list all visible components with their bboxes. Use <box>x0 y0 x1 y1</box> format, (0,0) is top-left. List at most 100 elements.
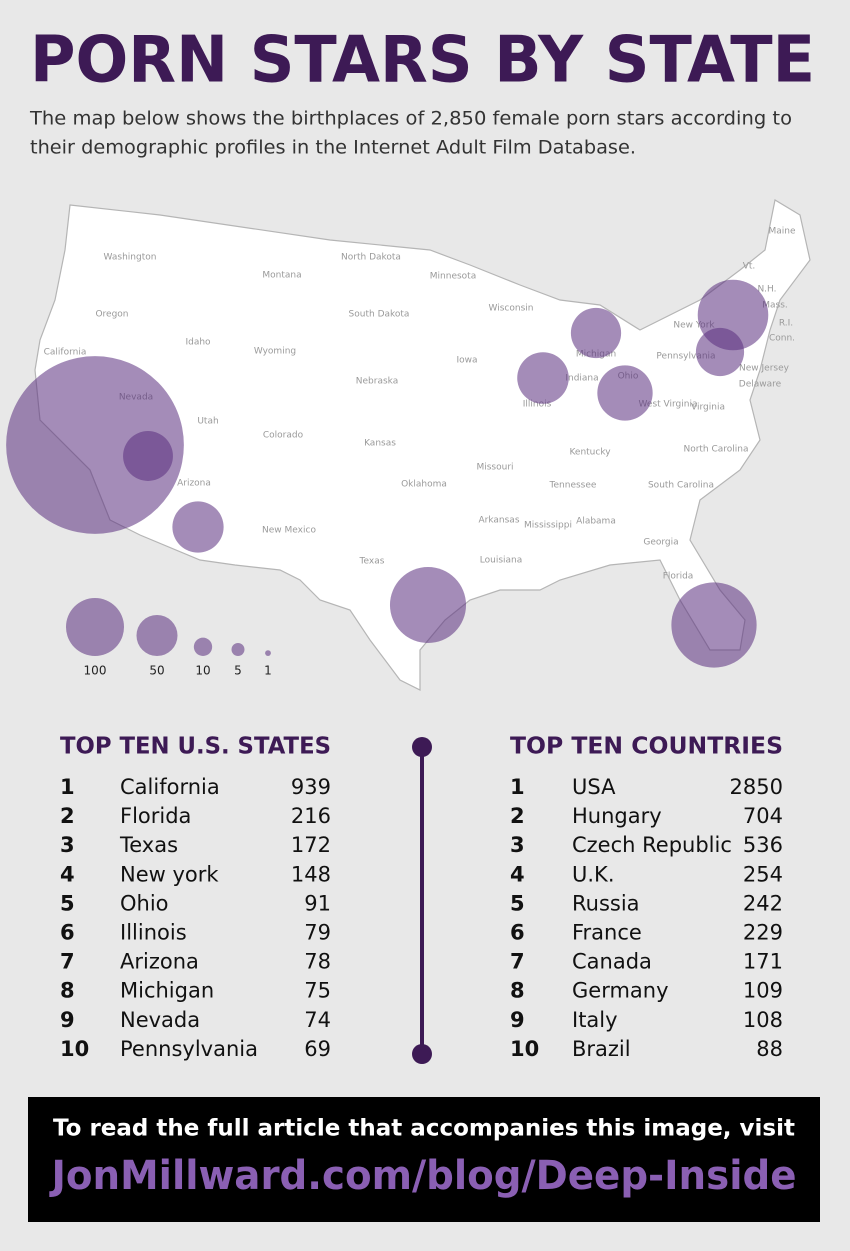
name: New york <box>120 862 219 886</box>
state-label: Minnesota <box>430 272 476 282</box>
footer-link[interactable]: JonMillward.com/blog/Deep-Inside <box>49 1153 797 1199</box>
value: 172 <box>291 833 331 857</box>
footer-text: To read the full article that accompanie… <box>53 1116 795 1142</box>
legend-label: 5 <box>234 664 242 678</box>
name: Florida <box>120 804 191 828</box>
value: 242 <box>743 891 783 915</box>
name: California <box>120 775 220 799</box>
legend-label: 10 <box>195 664 210 678</box>
value: 88 <box>756 1037 783 1061</box>
rank: 8 <box>60 979 75 1003</box>
name: Ohio <box>120 891 169 915</box>
bubble <box>389 566 467 644</box>
value: 148 <box>291 862 331 886</box>
rank: 10 <box>60 1037 89 1061</box>
name: Arizona <box>120 950 199 974</box>
name: Canada <box>572 950 652 974</box>
state-label: North Dakota <box>341 253 401 263</box>
legend-label: 100 <box>84 664 107 678</box>
value: 171 <box>743 950 783 974</box>
rank: 10 <box>510 1037 539 1061</box>
state-label: Texas <box>359 557 385 567</box>
value: 704 <box>743 804 783 828</box>
state-label: Nebraska <box>356 377 398 387</box>
state-label: New York <box>673 321 715 331</box>
state-label: Indiana <box>565 374 598 384</box>
state-label: Louisiana <box>480 556 523 566</box>
state-label: Maine <box>768 227 795 237</box>
rank: 4 <box>510 862 525 886</box>
bubble <box>517 352 569 404</box>
value: 79 <box>304 921 331 945</box>
state-label: Mass. <box>762 301 788 311</box>
bubble <box>172 501 224 553</box>
state-label: Idaho <box>185 338 211 348</box>
state-label: Alabama <box>576 517 616 527</box>
rank: 1 <box>60 775 75 799</box>
state-label: Montana <box>262 271 301 281</box>
state-label: North Carolina <box>683 445 748 455</box>
state-label: Oregon <box>95 310 128 320</box>
state-label: Wyoming <box>254 347 296 357</box>
rank: 1 <box>510 775 525 799</box>
content: Washington Montana North Dakota Minnesota Or… <box>6 227 796 1061</box>
table-heading: TOP TEN COUNTRIES <box>510 734 783 760</box>
divider-end <box>412 1044 432 1064</box>
legend-label: 50 <box>149 664 164 678</box>
name: Czech Republic <box>572 833 732 857</box>
state-label: Delaware <box>739 380 782 390</box>
state-label: Florida <box>663 572 694 582</box>
value: 108 <box>743 1008 783 1032</box>
state-label: Arizona <box>177 479 211 489</box>
rank: 3 <box>510 833 525 857</box>
value: 74 <box>304 1008 331 1032</box>
name: Michigan <box>120 979 214 1003</box>
state-label: Colorado <box>263 431 304 441</box>
bubble <box>695 327 745 377</box>
legend-bubble <box>231 643 245 656</box>
table-heading: TOP TEN U.S. STATES <box>60 734 331 760</box>
rank: 6 <box>60 921 75 945</box>
value: 939 <box>291 775 331 799</box>
state-label: Arkansas <box>478 516 519 526</box>
rank: 2 <box>510 804 525 828</box>
state-label: Mississippi <box>524 521 572 531</box>
value: 229 <box>743 921 783 945</box>
value: 91 <box>304 891 331 915</box>
state-label: Utah <box>197 417 218 427</box>
subtitle: The map below shows the birthplaces of 2… <box>29 108 792 130</box>
value: 69 <box>304 1037 331 1061</box>
value: 536 <box>743 833 783 857</box>
name: Germany <box>572 979 669 1003</box>
legend-label: 1 <box>264 664 272 678</box>
footer-box <box>28 1097 820 1222</box>
state-label: New Jersey <box>739 364 790 374</box>
state-label: Kansas <box>364 439 396 449</box>
state-label: Kentucky <box>569 448 611 458</box>
name: Hungary <box>572 804 662 828</box>
state-label: Washington <box>104 253 157 263</box>
rank: 9 <box>60 1008 75 1032</box>
state-label: Pennsylvania <box>656 352 715 362</box>
state-label: R.I. <box>779 319 793 329</box>
name: Illinois <box>120 921 187 945</box>
rank: 3 <box>60 833 75 857</box>
state-label: Wisconsin <box>489 304 534 314</box>
rank: 2 <box>60 804 75 828</box>
value: 216 <box>291 804 331 828</box>
name: Russia <box>572 891 640 915</box>
state-label: Georgia <box>643 538 678 548</box>
rank: 7 <box>60 950 75 974</box>
name: U.K. <box>572 862 615 886</box>
bubble <box>570 307 622 359</box>
name: USA <box>572 775 616 799</box>
name: Texas <box>119 833 178 857</box>
rank: 4 <box>60 862 75 886</box>
legend-bubble <box>136 614 178 656</box>
state-label: Conn. <box>769 334 795 344</box>
value: 109 <box>743 979 783 1003</box>
bubble <box>6 356 184 534</box>
rank: 8 <box>510 979 525 1003</box>
name: Pennsylvania <box>120 1037 258 1061</box>
